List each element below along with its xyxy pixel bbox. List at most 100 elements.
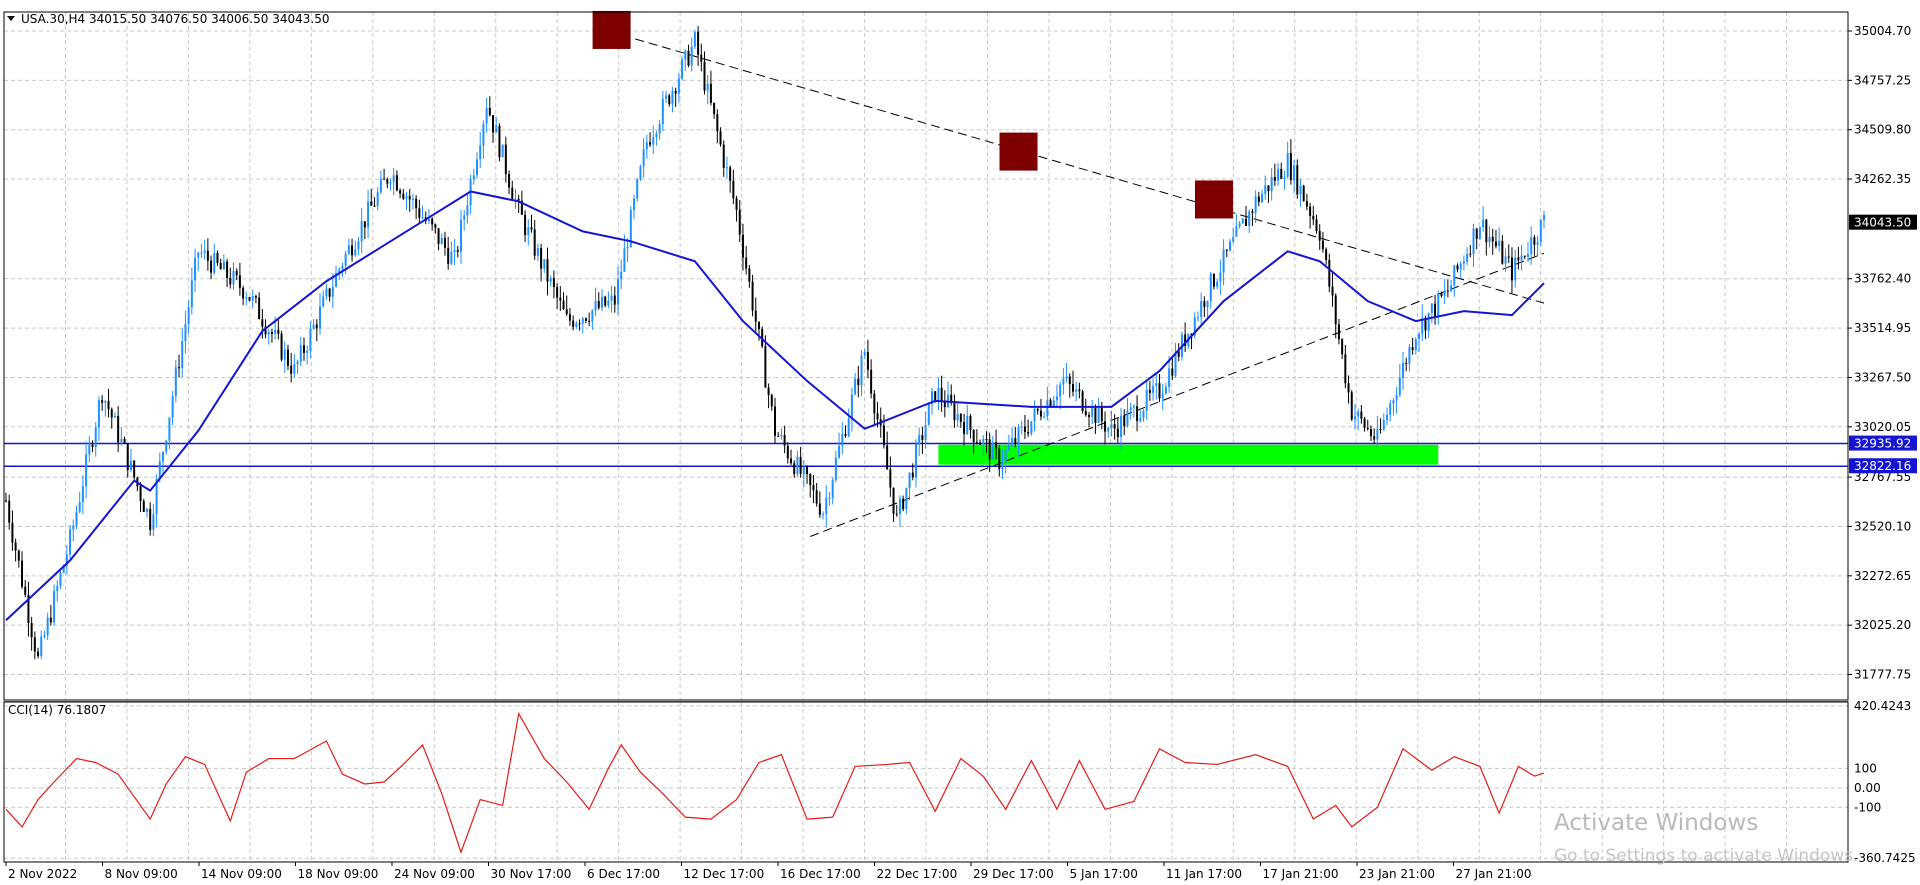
candle-body bbox=[1408, 346, 1411, 364]
candle-body bbox=[492, 115, 495, 133]
candle-body bbox=[995, 442, 998, 449]
candle-body bbox=[588, 320, 591, 322]
candle-body bbox=[677, 78, 680, 94]
candle-body bbox=[1462, 261, 1465, 264]
candle-body bbox=[508, 174, 511, 188]
level-price-label: 32822.16 bbox=[1854, 459, 1911, 473]
candle-body bbox=[88, 444, 91, 455]
candle-body bbox=[511, 187, 514, 200]
candle-body bbox=[1395, 395, 1398, 401]
candle-body bbox=[825, 497, 828, 515]
candle-body bbox=[1485, 219, 1488, 243]
candles bbox=[5, 26, 1545, 660]
candle-body bbox=[620, 271, 623, 280]
price-tick-label: 33762.40 bbox=[1854, 272, 1911, 286]
support-zone-rect[interactable] bbox=[938, 444, 1439, 465]
candle-body bbox=[238, 275, 241, 288]
candle-body bbox=[107, 400, 110, 410]
time-tick-label: 5 Jan 17:00 bbox=[1070, 867, 1138, 881]
activation-watermark: Activate Windows Go to Settings to activ… bbox=[1554, 810, 1859, 866]
candle-body bbox=[914, 444, 917, 478]
candle-body bbox=[876, 413, 879, 420]
candle-body bbox=[806, 466, 809, 475]
candle-body bbox=[623, 248, 626, 272]
peak-marker[interactable] bbox=[999, 132, 1038, 171]
candle-body bbox=[1283, 176, 1286, 179]
candle-body bbox=[203, 250, 206, 253]
candle-body bbox=[49, 617, 52, 623]
candle-body bbox=[306, 350, 309, 353]
peak-marker[interactable] bbox=[1194, 180, 1233, 219]
time-tick-label: 14 Nov 09:00 bbox=[201, 867, 282, 881]
candle-body bbox=[408, 196, 411, 200]
candle-body bbox=[1494, 241, 1497, 247]
candle-body bbox=[988, 439, 991, 460]
candle-body bbox=[270, 332, 273, 334]
candle-body bbox=[1344, 354, 1347, 384]
candle-body bbox=[703, 61, 706, 91]
candle-body bbox=[184, 324, 187, 342]
candle-body bbox=[524, 214, 527, 235]
candle-body bbox=[1360, 411, 1363, 419]
candle-body bbox=[1488, 236, 1491, 243]
candle-body bbox=[197, 252, 200, 258]
candle-body bbox=[341, 265, 344, 270]
candle-body bbox=[14, 542, 17, 551]
candle-body bbox=[254, 296, 257, 298]
candle-body bbox=[443, 237, 446, 248]
candle-body bbox=[652, 137, 655, 145]
candle-body bbox=[1453, 265, 1456, 286]
candle-body bbox=[1094, 406, 1097, 423]
trendlines[interactable] bbox=[608, 30, 1545, 537]
symbol-dropdown-icon[interactable] bbox=[7, 16, 15, 21]
peak-markers[interactable] bbox=[592, 10, 1233, 219]
candle-body bbox=[75, 511, 78, 526]
candle-body bbox=[633, 198, 636, 210]
price-tick-label: 33267.50 bbox=[1854, 370, 1911, 384]
candle-body bbox=[222, 261, 225, 270]
trendline-upper[interactable] bbox=[608, 30, 1545, 304]
candle-body bbox=[1132, 406, 1135, 408]
candle-body bbox=[844, 433, 847, 436]
candle-body bbox=[546, 259, 549, 282]
candle-body bbox=[790, 458, 793, 464]
candle-body bbox=[463, 215, 466, 220]
price-tick-label: 33020.05 bbox=[1854, 420, 1911, 434]
candle-body bbox=[1046, 400, 1049, 417]
candle-body bbox=[940, 387, 943, 402]
candle-body bbox=[552, 278, 555, 287]
candle-body bbox=[565, 309, 568, 315]
candle-body bbox=[251, 296, 254, 301]
candle-body bbox=[1357, 411, 1360, 417]
time-tick-label: 23 Jan 21:00 bbox=[1359, 867, 1435, 881]
candle-body bbox=[1097, 407, 1100, 423]
panel-frames bbox=[3, 11, 1849, 863]
support-zone[interactable] bbox=[938, 444, 1439, 465]
peak-marker[interactable] bbox=[592, 10, 631, 49]
candle-body bbox=[1081, 391, 1084, 412]
candle-body bbox=[1004, 449, 1007, 463]
candle-body bbox=[1520, 255, 1523, 261]
candle-body bbox=[1392, 400, 1395, 404]
candle-body bbox=[152, 514, 155, 530]
candle-body bbox=[959, 414, 962, 423]
candle-body bbox=[725, 167, 728, 169]
candle-body bbox=[1196, 317, 1199, 319]
time-tick-label: 8 Nov 09:00 bbox=[105, 867, 178, 881]
candle-body bbox=[931, 391, 934, 405]
candle-body bbox=[1536, 242, 1539, 245]
candle-body bbox=[447, 247, 450, 264]
candle-body bbox=[1228, 241, 1231, 251]
candle-body bbox=[822, 514, 825, 516]
candle-body bbox=[1302, 185, 1305, 202]
candle-body bbox=[85, 454, 88, 487]
candle-body bbox=[504, 144, 507, 175]
trendline-lower[interactable] bbox=[810, 252, 1545, 537]
candle-body bbox=[1478, 227, 1481, 239]
panel-headers: USA.30,H4 34015.50 34076.50 34006.50 340… bbox=[7, 12, 329, 717]
candle-body bbox=[498, 125, 501, 158]
time-tick-label: 6 Dec 17:00 bbox=[587, 867, 660, 881]
